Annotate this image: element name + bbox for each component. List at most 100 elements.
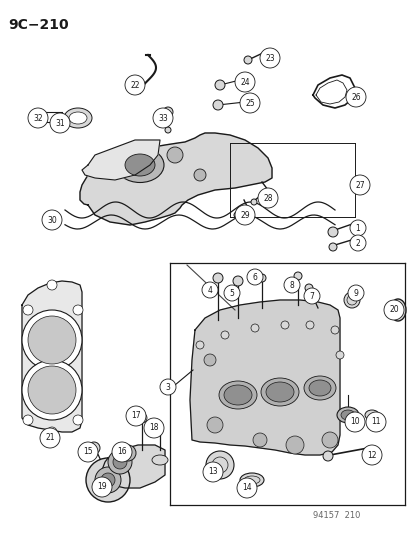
Ellipse shape (336, 407, 358, 423)
Circle shape (285, 436, 303, 454)
Circle shape (344, 412, 364, 432)
Circle shape (212, 273, 223, 283)
Text: 27: 27 (354, 181, 364, 190)
Circle shape (165, 127, 171, 133)
Circle shape (126, 406, 146, 426)
Polygon shape (102, 445, 165, 488)
Circle shape (212, 100, 223, 110)
Text: 28: 28 (263, 193, 272, 203)
Polygon shape (80, 133, 271, 225)
Circle shape (92, 477, 112, 497)
Ellipse shape (218, 381, 256, 409)
Circle shape (22, 310, 82, 370)
Ellipse shape (260, 378, 298, 406)
Circle shape (28, 366, 76, 414)
Circle shape (202, 462, 223, 482)
Circle shape (214, 80, 224, 90)
Text: 10: 10 (349, 417, 359, 426)
Circle shape (73, 305, 83, 315)
Circle shape (304, 284, 312, 292)
Text: 9C−210: 9C−210 (8, 18, 69, 32)
Circle shape (343, 292, 359, 308)
Circle shape (347, 285, 363, 301)
Circle shape (137, 413, 147, 423)
Circle shape (47, 427, 57, 437)
Polygon shape (190, 300, 339, 455)
Ellipse shape (303, 376, 335, 400)
Text: 4: 4 (207, 286, 212, 295)
Text: 1: 1 (355, 223, 359, 232)
Polygon shape (22, 281, 82, 432)
Circle shape (88, 442, 100, 454)
Ellipse shape (152, 455, 168, 465)
Circle shape (153, 108, 173, 128)
Text: 2: 2 (355, 238, 359, 247)
Circle shape (159, 379, 176, 395)
Text: 12: 12 (366, 450, 376, 459)
Circle shape (101, 473, 115, 487)
Text: 30: 30 (47, 215, 57, 224)
Circle shape (328, 243, 336, 251)
Ellipse shape (308, 380, 330, 396)
Ellipse shape (125, 154, 154, 176)
Circle shape (280, 321, 288, 329)
Circle shape (40, 428, 60, 448)
Circle shape (335, 351, 343, 359)
Circle shape (235, 72, 254, 92)
Text: 18: 18 (149, 424, 158, 432)
Text: 21: 21 (45, 433, 55, 442)
Text: 13: 13 (208, 467, 217, 477)
Circle shape (243, 56, 252, 64)
Text: 19: 19 (97, 482, 107, 491)
Text: 3: 3 (165, 383, 170, 392)
Ellipse shape (223, 385, 252, 405)
Circle shape (235, 205, 254, 225)
Circle shape (47, 280, 57, 290)
Circle shape (361, 445, 381, 465)
Circle shape (206, 451, 233, 479)
Ellipse shape (364, 410, 378, 420)
Circle shape (166, 147, 183, 163)
Text: 9: 9 (353, 288, 358, 297)
Text: 33: 33 (158, 114, 167, 123)
Circle shape (250, 199, 256, 205)
Circle shape (257, 188, 277, 208)
Text: 11: 11 (370, 417, 380, 426)
Circle shape (78, 442, 98, 462)
Text: 29: 29 (240, 211, 249, 220)
Circle shape (233, 212, 240, 218)
Circle shape (42, 210, 62, 230)
Circle shape (283, 277, 299, 293)
Ellipse shape (240, 473, 263, 487)
Circle shape (144, 418, 164, 438)
Circle shape (233, 276, 242, 286)
Circle shape (50, 113, 70, 133)
Text: 5: 5 (229, 288, 234, 297)
Text: 7: 7 (309, 292, 314, 301)
Circle shape (23, 415, 33, 425)
Circle shape (28, 108, 48, 128)
Circle shape (120, 445, 136, 461)
Circle shape (247, 269, 262, 285)
Text: 16: 16 (117, 448, 126, 456)
Circle shape (236, 478, 256, 498)
Circle shape (349, 175, 369, 195)
Circle shape (112, 442, 132, 462)
Ellipse shape (393, 303, 401, 317)
Circle shape (206, 417, 223, 433)
Text: 94157  210: 94157 210 (312, 511, 359, 520)
Circle shape (321, 432, 337, 448)
Text: 25: 25 (244, 99, 254, 108)
Circle shape (349, 235, 365, 251)
Ellipse shape (64, 108, 92, 128)
Circle shape (28, 316, 76, 364)
Circle shape (330, 326, 338, 334)
Circle shape (305, 321, 313, 329)
Circle shape (293, 272, 301, 280)
Circle shape (95, 467, 121, 493)
Circle shape (259, 48, 279, 68)
Circle shape (86, 458, 130, 502)
Circle shape (349, 220, 365, 236)
Circle shape (73, 415, 83, 425)
Text: 32: 32 (33, 114, 43, 123)
